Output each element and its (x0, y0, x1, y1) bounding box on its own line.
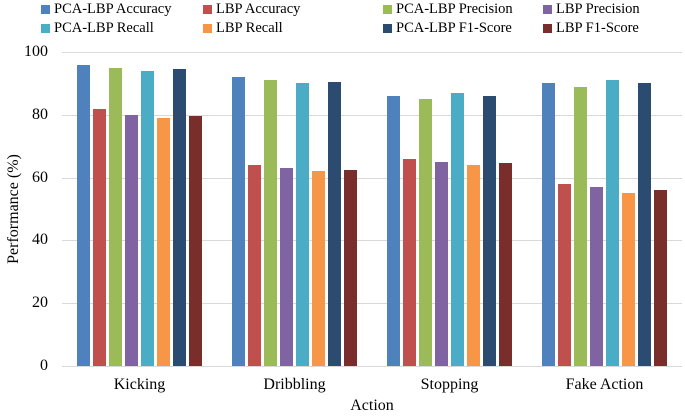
bar-group-dribbling (217, 52, 372, 366)
y-tick-label-100: 100 (24, 43, 48, 60)
bar-group-stopping (372, 52, 527, 366)
x-category-label: Stopping (420, 376, 479, 393)
legend-swatch-icon (41, 4, 50, 14)
y-tick-label-60: 60 (32, 168, 48, 186)
bar-pca-lbp-accuracy (77, 64, 90, 366)
bar-lbp-precision (125, 114, 138, 366)
plot-area (62, 52, 682, 367)
x-category-label: Kicking (113, 376, 166, 393)
bar-lbp-f1-score (499, 163, 512, 366)
bar-pca-lbp-recall (141, 70, 154, 366)
bar-lbp-recall (312, 171, 325, 366)
legend-swatch-icon (543, 23, 552, 33)
bar-pca-lbp-accuracy (232, 77, 245, 366)
bar-lbp-accuracy (93, 108, 106, 366)
bar-lbp-accuracy (403, 158, 416, 366)
legend-swatch-icon (203, 4, 212, 14)
y-axis-title: Performance (%) (5, 154, 22, 264)
bar-lbp-precision (280, 168, 293, 366)
y-tick-label-0: 0 (40, 357, 48, 374)
x-axis-title: Action (350, 397, 394, 414)
y-tick-label-80: 80 (32, 105, 48, 123)
x-category-label: Dribbling (263, 376, 326, 393)
bar-lbp-f1-score (189, 116, 202, 366)
bar-pca-lbp-recall (606, 80, 619, 366)
legend-label: PCA-LBP F1-Score (396, 20, 512, 36)
legend-label: LBP Precision (556, 1, 640, 17)
legend-item-0: PCA-LBP Accuracy (41, 1, 203, 17)
legend-label: PCA-LBP Precision (396, 1, 513, 17)
x-axis-labels: Kicking Dribbling Stopping Fake Action (62, 376, 682, 394)
legend-swatch-icon (383, 23, 392, 33)
bar-pca-lbp-precision (264, 80, 277, 366)
legend-item-2: PCA-LBP Precision (383, 1, 543, 17)
bar-pca-lbp-accuracy (387, 95, 400, 366)
bar-groups (62, 52, 682, 366)
bar-pca-lbp-f1-score (328, 81, 341, 366)
bar-lbp-accuracy (248, 165, 261, 366)
bar-pca-lbp-precision (574, 86, 587, 366)
bar-lbp-accuracy (558, 183, 571, 366)
legend-item-1: LBP Accuracy (203, 1, 383, 17)
legend-swatch-icon (543, 4, 552, 14)
legend-swatch-icon (383, 4, 392, 14)
bar-pca-lbp-recall (296, 83, 309, 366)
legend-label: LBP Recall (216, 20, 283, 36)
legend-label: LBP F1-Score (556, 20, 639, 36)
gridline-0 (62, 366, 682, 367)
legend-label: LBP Accuracy (216, 1, 301, 17)
legend-swatch-icon (41, 23, 50, 33)
gridline-100 (62, 52, 682, 53)
bar-group-kicking (62, 52, 217, 366)
legend-item-3: LBP Precision (543, 1, 683, 17)
bar-lbp-f1-score (344, 169, 357, 366)
gridline-20 (62, 303, 682, 305)
legend-item-7: LBP F1-Score (543, 20, 683, 36)
bar-lbp-precision (590, 187, 603, 366)
y-tick-label-20: 20 (32, 294, 48, 312)
legend-label: PCA-LBP Accuracy (54, 1, 172, 17)
legend-item-4: PCA-LBP Recall (41, 20, 203, 36)
bar-pca-lbp-precision (419, 99, 432, 366)
bar-pca-lbp-f1-score (638, 83, 651, 366)
x-category-label: Fake Action (565, 376, 644, 393)
bar-pca-lbp-accuracy (542, 83, 555, 366)
bar-lbp-f1-score (654, 190, 667, 366)
bar-pca-lbp-precision (109, 67, 122, 366)
bar-group-fake-action (527, 52, 682, 366)
bar-lbp-precision (435, 161, 448, 366)
bar-lbp-recall (467, 165, 480, 366)
bar-pca-lbp-f1-score (483, 95, 496, 366)
legend-item-5: LBP Recall (203, 20, 383, 36)
gridline-40 (62, 240, 682, 242)
legend-item-6: PCA-LBP F1-Score (383, 20, 543, 36)
bar-lbp-recall (157, 117, 170, 366)
legend-swatch-icon (203, 23, 212, 33)
legend: PCA-LBP Accuracy LBP Accuracy PCA-LBP Prec… (41, 1, 683, 36)
gridline-80 (62, 114, 682, 116)
y-tick-label-40: 40 (32, 231, 48, 249)
legend-label: PCA-LBP Recall (54, 20, 154, 36)
bar-pca-lbp-recall (451, 92, 464, 366)
bar-lbp-recall (622, 193, 635, 366)
gridline-60 (62, 177, 682, 179)
bar-pca-lbp-f1-score (173, 69, 186, 366)
